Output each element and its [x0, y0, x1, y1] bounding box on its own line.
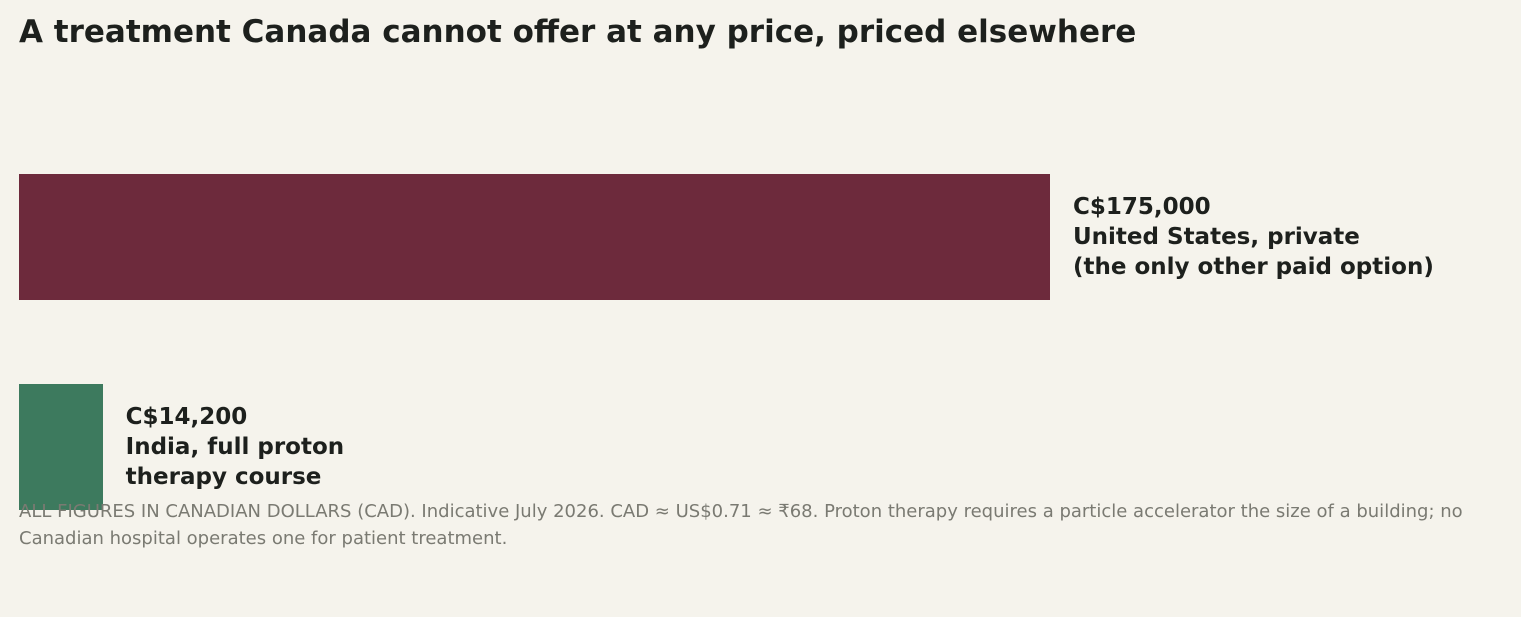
category-label: India, full proton therapy course: [125, 434, 345, 490]
bar: [19, 174, 1050, 300]
value-label: C$175,000: [1073, 194, 1211, 220]
bar-label: C$175,000 United States, private (the onl…: [1073, 192, 1434, 282]
value-label: C$14,200: [125, 404, 248, 430]
category-label: United States, private (the only other p…: [1073, 224, 1434, 280]
bar-row: C$14,200 India, full proton therapy cours…: [19, 384, 344, 510]
bar: [19, 384, 103, 510]
bar-row: C$175,000 United States, private (the onl…: [19, 174, 1434, 300]
footnote: ALL FIGURES IN CANADIAN DOLLARS (CAD). I…: [19, 501, 1463, 549]
bar-label: C$14,200 India, full proton therapy cours…: [126, 402, 344, 492]
chart-title: A treatment Canada cannot offer at any p…: [19, 14, 1137, 50]
